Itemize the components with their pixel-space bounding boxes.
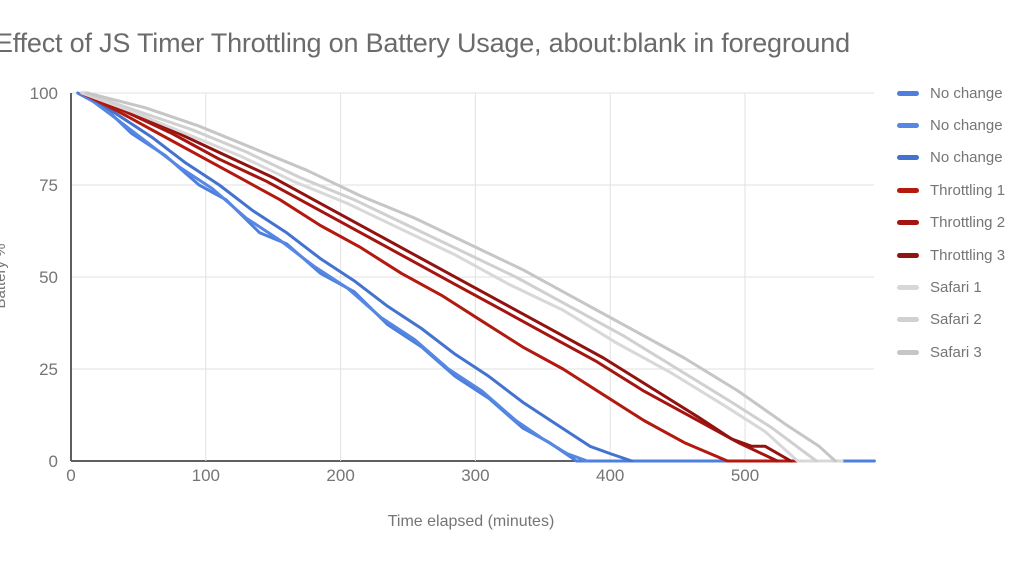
y-axis-title: Battery % — [0, 243, 9, 309]
legend-swatch — [897, 317, 919, 323]
legend-item: Safari 1 — [897, 271, 982, 303]
legend-item: Safari 3 — [897, 336, 982, 368]
y-tick-label: 50 — [39, 268, 58, 287]
legend-item: Throttling 3 — [897, 239, 1005, 271]
legend-label: No change — [930, 149, 1003, 167]
y-tick-label: 75 — [39, 176, 58, 195]
legend-label: No change — [930, 84, 1003, 102]
series-line-throttling-2 — [83, 91, 779, 463]
chart-title: Effect of JS Timer Throttling on Battery… — [0, 28, 850, 58]
legend-label: Throttling 2 — [930, 214, 1006, 232]
x-tick-label: 100 — [192, 466, 220, 485]
series-line-safari-3 — [85, 91, 837, 463]
series-line-no-change-run-2- — [80, 91, 589, 463]
legend-label: Safari 2 — [930, 311, 982, 329]
series-line-throttling-3 — [85, 91, 793, 463]
series-line-safari-2 — [83, 91, 818, 463]
x-tick-label: 500 — [731, 466, 759, 485]
legend-swatch — [897, 252, 919, 258]
legend-label: Safari 1 — [930, 278, 982, 296]
legend-label: No change — [930, 116, 1003, 134]
legend-label: Throttling 1 — [930, 181, 1006, 199]
legend-swatch — [897, 187, 919, 193]
legend-swatch — [897, 155, 919, 161]
legend-label: Safari 3 — [930, 343, 982, 361]
legend-item: No change — [897, 109, 1003, 141]
legend-swatch — [897, 90, 919, 96]
x-tick-label: 300 — [461, 466, 489, 485]
series-line-throttling-1 — [80, 91, 814, 463]
x-tick-label: 0 — [66, 466, 75, 485]
x-tick-label: 200 — [326, 466, 354, 485]
legend-item: No change — [897, 142, 1003, 174]
legend-swatch — [897, 220, 919, 226]
legend-label: Throttling 3 — [930, 246, 1006, 264]
legend-item: Safari 2 — [897, 304, 982, 336]
series-line-no-change-run-3- — [83, 91, 634, 463]
series-line-safari-1 — [80, 91, 844, 463]
y-tick-label: 25 — [39, 360, 58, 379]
legend-item: Throttling 1 — [897, 174, 1005, 206]
legend-swatch — [897, 284, 919, 290]
legend-swatch — [897, 122, 919, 128]
x-axis-title: Time elapsed (minutes) — [387, 513, 555, 530]
legend-item: Throttling 2 — [897, 207, 1005, 239]
x-tick-label: 400 — [596, 466, 624, 485]
y-tick-label: 100 — [30, 84, 58, 103]
legend-swatch — [897, 349, 919, 355]
y-tick-label: 0 — [49, 452, 58, 471]
legend-item: No change — [897, 77, 1003, 109]
